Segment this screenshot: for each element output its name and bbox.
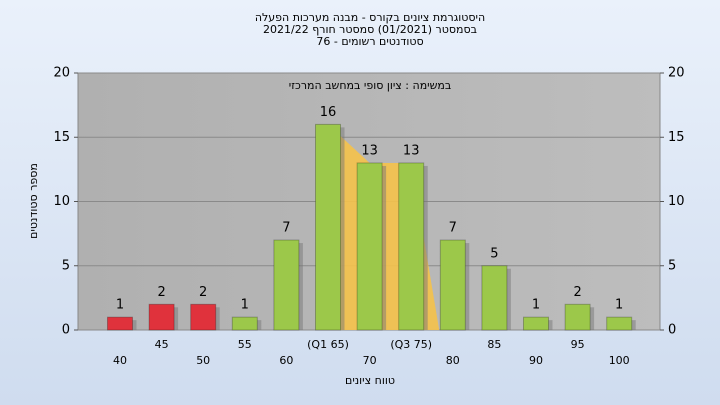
x-tick-label: 40 (113, 354, 127, 367)
value-label: 7 (449, 221, 457, 236)
title-line: היסטוגרמת ציונים בקורס - מבנה מערכות הפע… (255, 11, 485, 24)
x-tick-label: 100 (609, 354, 630, 367)
bar (190, 303, 217, 331)
x-tick-label: 85 (487, 338, 501, 351)
bar (148, 303, 175, 331)
subtitle: במשימה : ציון סופי במחשב המרכזי (289, 79, 452, 92)
y-tick-label: 15 (53, 130, 70, 145)
x-tick-label: 55 (238, 338, 252, 351)
y-tick-label: 5 (62, 258, 70, 273)
y2-tick-label: 5 (668, 258, 676, 273)
bar (523, 316, 549, 331)
bar (564, 303, 591, 331)
bar (107, 316, 133, 331)
bar (606, 316, 633, 331)
bar (481, 265, 508, 331)
value-label: 2 (157, 285, 165, 300)
x-tick-label: 95 (571, 338, 585, 351)
y2-tick-label: 10 (668, 194, 685, 209)
value-label: 1 (532, 298, 540, 313)
value-label: 1 (116, 298, 124, 313)
x-axis-label: טווח ציונים (345, 374, 395, 387)
title-line: סטודנטים רשומים - 76 (316, 35, 423, 48)
y-tick-label: 20 (53, 66, 70, 81)
x-tick-label: 45 (155, 338, 169, 351)
x-tick-label: 90 (529, 354, 543, 367)
value-label: 13 (403, 143, 420, 158)
x-tick-label: 60 (279, 354, 293, 367)
x-tick-label: 50 (196, 354, 210, 367)
bar (398, 162, 425, 331)
value-label: 13 (361, 143, 378, 158)
value-label: 2 (573, 285, 581, 300)
y-tick-label: 10 (53, 194, 70, 209)
value-label: 7 (282, 221, 290, 236)
bar (273, 239, 300, 331)
y2-tick-label: 15 (668, 130, 685, 145)
x-tick-label: (Q1 65) (307, 338, 349, 351)
y2-tick-label: 20 (668, 66, 685, 81)
value-label: 1 (241, 298, 249, 313)
bar (231, 316, 258, 331)
value-label: 1 (615, 298, 623, 313)
x-tick-label: 80 (446, 354, 460, 367)
bar (439, 239, 466, 331)
x-tick-label: 70 (363, 354, 377, 367)
y-tick-label: 0 (62, 323, 70, 338)
y-axis-label: מספר סטודנטים (27, 163, 40, 239)
bar (356, 162, 383, 331)
title-line: בסמסטר (01/2021) סמסטר חורף 2021/22 (263, 23, 477, 36)
y2-tick-label: 0 (668, 323, 676, 338)
value-label: 2 (199, 285, 207, 300)
value-label: 16 (320, 105, 337, 120)
bar (315, 123, 341, 331)
x-tick-label: (Q3 75) (390, 338, 432, 351)
value-label: 5 (490, 246, 498, 261)
